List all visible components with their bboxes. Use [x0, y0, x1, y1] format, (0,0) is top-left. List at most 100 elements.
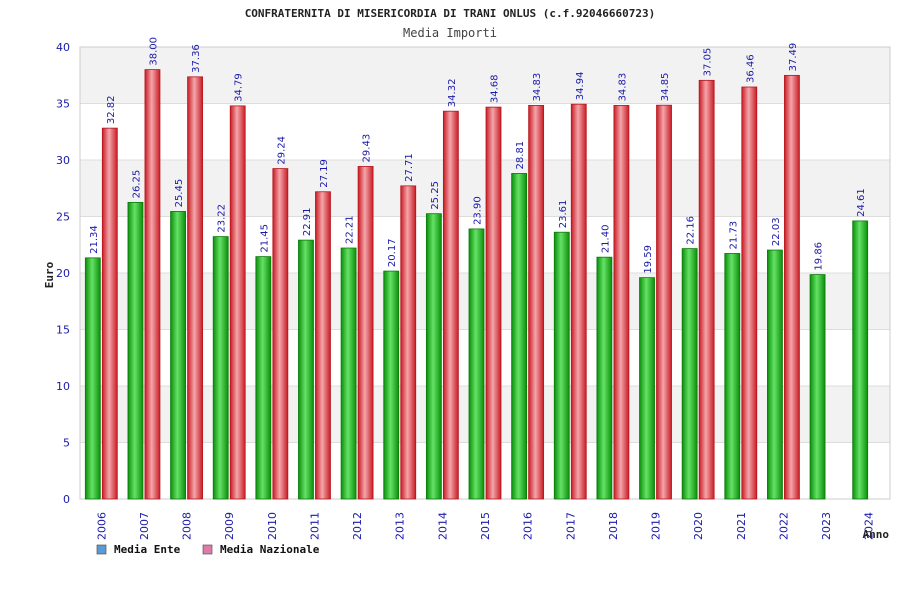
bar-media-nazionale [741, 86, 758, 500]
x-tick-label: 2022 [777, 512, 790, 540]
bar-media-nazionale [315, 191, 331, 500]
x-tick-label: 2014 [436, 512, 449, 540]
bar-media-ente [553, 231, 570, 500]
value-label: 34.85 [660, 73, 671, 102]
bar-media-nazionale [101, 127, 118, 500]
bar-media-ente [511, 173, 528, 500]
y-tick-label: 35 [56, 98, 70, 111]
legend-label-ente: Media Ente [114, 543, 181, 556]
value-label: 22.16 [686, 216, 697, 245]
chart-title: CONFRATERNITA DI MISERICORDIA DI TRANI O… [245, 7, 656, 20]
legend: Media Ente Media Nazionale [96, 543, 320, 556]
x-tick-label: 2007 [138, 512, 151, 540]
y-axis-label: Euro [43, 261, 56, 288]
bar-media-ente [255, 256, 272, 500]
bar-media-ente [84, 257, 101, 500]
value-label: 36.46 [745, 54, 756, 83]
value-label: 25.25 [430, 181, 441, 210]
bar-media-ente [425, 213, 442, 500]
legend-swatch-nazionale [202, 544, 213, 555]
bar-media-nazionale [187, 76, 203, 500]
bar-media-ente [212, 236, 229, 500]
x-tick-label: 2006 [95, 512, 108, 540]
value-label: 22.91 [302, 207, 313, 236]
plot-frame [79, 46, 891, 500]
x-tick-label: 2016 [522, 512, 535, 540]
y-tick-label: 15 [56, 324, 70, 337]
bar-media-ente [724, 253, 741, 500]
x-tick-label: 2012 [351, 512, 364, 540]
bar-media-ente [298, 239, 314, 500]
bar-media-ente [767, 249, 783, 500]
value-label: 26.25 [131, 170, 142, 199]
value-label: 21.34 [89, 225, 100, 254]
x-axis-ticks: 2006 2007 2008 2009 2010 2011 2012 2013 2014 2015… [95, 512, 875, 540]
value-label: 21.45 [259, 224, 270, 253]
value-label: 34.94 [575, 72, 586, 101]
x-tick-label: 2020 [692, 512, 705, 540]
value-label: 34.79 [234, 73, 245, 102]
value-label: 37.05 [703, 48, 714, 77]
x-tick-label: 2021 [735, 512, 748, 540]
value-label: 19.86 [814, 242, 825, 271]
bar-media-nazionale [656, 104, 672, 500]
bar-media-ente [127, 201, 144, 500]
value-label: 23.90 [473, 196, 484, 225]
x-tick-label: 2024 [863, 512, 876, 540]
x-tick-label: 2018 [607, 512, 620, 540]
bar-media-nazionale [485, 106, 502, 500]
y-tick-label: 30 [56, 154, 70, 167]
bar-media-nazionale [698, 79, 715, 500]
bars [84, 69, 869, 500]
bar-media-nazionale [613, 105, 630, 500]
value-label: 38.00 [148, 37, 159, 66]
value-label: 21.40 [600, 225, 611, 254]
value-label: 37.36 [191, 44, 202, 73]
x-tick-label: 2008 [181, 512, 194, 540]
x-tick-label: 2017 [564, 512, 577, 540]
bar-media-ente [383, 270, 400, 500]
y-tick-label: 20 [56, 267, 70, 280]
value-label: 34.83 [532, 73, 543, 102]
bar-media-nazionale [272, 168, 289, 500]
bar-media-ente [340, 247, 357, 500]
x-tick-label: 2009 [223, 512, 236, 540]
value-label: 22.03 [771, 217, 782, 246]
value-label: 37.49 [788, 43, 799, 72]
y-tick-label: 40 [56, 41, 70, 54]
x-tick-label: 2023 [820, 512, 833, 540]
value-label: 22.21 [345, 215, 356, 244]
bar-media-nazionale [400, 185, 417, 500]
x-axis-label: Anno [863, 528, 890, 541]
bar-media-ente [852, 220, 869, 500]
value-label: 25.45 [174, 179, 185, 208]
chart-subtitle: Media Importi [403, 26, 497, 40]
value-label: 27.71 [404, 153, 415, 182]
y-tick-label: 0 [63, 493, 70, 506]
value-label: 20.17 [387, 238, 398, 267]
bar-media-nazionale [442, 110, 459, 500]
value-label: 34.32 [447, 79, 458, 108]
x-tick-label: 2019 [650, 512, 663, 540]
bar-media-nazionale [528, 105, 545, 500]
x-tick-label: 2010 [266, 512, 279, 540]
value-label: 34.68 [490, 74, 501, 103]
x-tick-label: 2011 [308, 512, 321, 540]
bar-media-ente [468, 228, 485, 500]
value-label: 23.22 [217, 204, 228, 233]
value-label: 23.61 [558, 200, 569, 229]
y-axis-ticks: 0 5 10 15 20 25 30 35 40 [56, 41, 70, 506]
y-tick-label: 25 [56, 211, 70, 224]
value-label: 29.24 [276, 136, 287, 165]
bar-media-ente [170, 211, 186, 500]
bar-media-nazionale [229, 105, 246, 500]
value-labels: 21.34 26.25 25.45 23.22 21.45 22.91 22.21 20.17… [89, 37, 867, 274]
bar-media-ente [681, 248, 698, 500]
bar-media-ente [596, 256, 613, 500]
bar-media-ente [809, 274, 826, 500]
bar-media-ente [639, 277, 655, 500]
value-label: 21.73 [728, 221, 739, 250]
y-tick-label: 5 [63, 437, 70, 450]
value-label: 28.81 [515, 141, 526, 170]
